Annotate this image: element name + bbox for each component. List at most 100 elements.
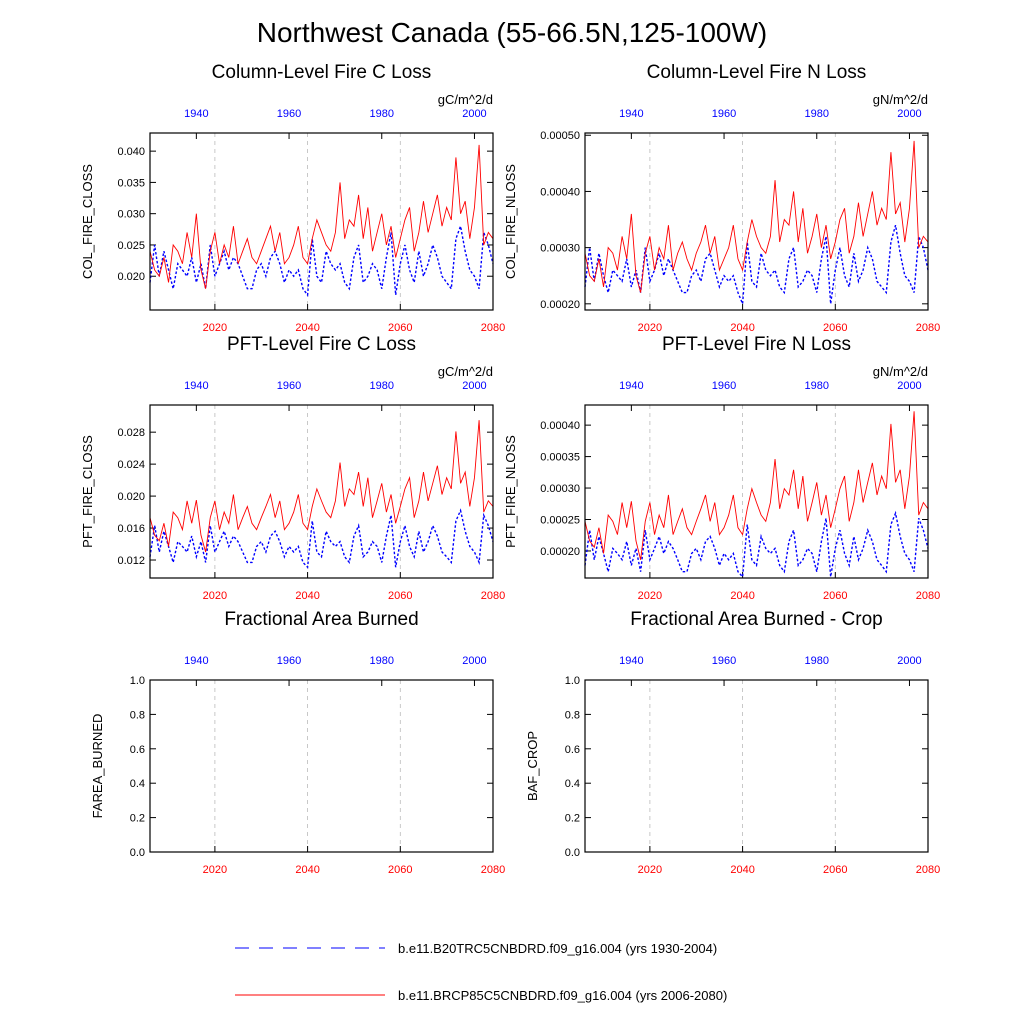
y-tick-label: 0.035 bbox=[117, 177, 145, 189]
units-label: gN/m^2/d bbox=[873, 364, 928, 379]
data-line bbox=[149, 223, 494, 297]
x-tick-label: 2020 bbox=[203, 590, 227, 602]
y-tick-label: 0.020 bbox=[117, 491, 145, 503]
y-tick-label: 0.025 bbox=[117, 240, 145, 252]
x2-tick-label: 1940 bbox=[184, 655, 208, 667]
x-tick-label: 2020 bbox=[203, 864, 227, 876]
x-tick-label: 2040 bbox=[730, 864, 754, 876]
y-axis-label: PFT_FIRE_CLOSS bbox=[80, 435, 95, 548]
x-tick-label: 2040 bbox=[295, 322, 319, 334]
panel-title: PFT-Level Fire N Loss bbox=[662, 334, 851, 355]
x-tick-label: 2020 bbox=[638, 590, 662, 602]
x-tick-label: 2080 bbox=[916, 590, 940, 602]
x-tick-label: 2040 bbox=[730, 590, 754, 602]
plot-frame bbox=[149, 132, 494, 311]
y-tick-label: 0.0 bbox=[130, 847, 145, 859]
y-tick-label: 0.0 bbox=[565, 847, 580, 859]
x2-tick-label: 2000 bbox=[462, 655, 486, 667]
y-tick-label: 0.00030 bbox=[540, 243, 580, 255]
plot-frame bbox=[149, 404, 494, 579]
y-tick-label: 0.00040 bbox=[540, 186, 580, 198]
plot-frame bbox=[584, 679, 929, 853]
y-tick-label: 0.00020 bbox=[540, 546, 580, 558]
y-axis-label: FAREA_BURNED bbox=[90, 714, 105, 819]
plot-frame bbox=[584, 132, 929, 311]
x2-tick-label: 1940 bbox=[619, 108, 643, 120]
x-tick-label: 2060 bbox=[388, 864, 412, 876]
units-label: gN/m^2/d bbox=[873, 92, 928, 107]
x2-tick-label: 2000 bbox=[462, 380, 486, 392]
x2-tick-label: 1980 bbox=[805, 108, 829, 120]
y-axis-label: COL_FIRE_CLOSS bbox=[80, 164, 95, 279]
y-tick-label: 0.030 bbox=[117, 209, 145, 221]
x2-tick-label: 2000 bbox=[897, 108, 921, 120]
x2-tick-label: 2000 bbox=[897, 655, 921, 667]
x2-tick-label: 1960 bbox=[277, 655, 301, 667]
legend-label: b.e11.BRCP85C5CNBDRD.f09_g16.004 (yrs 20… bbox=[398, 988, 727, 1003]
x2-tick-label: 1980 bbox=[805, 655, 829, 667]
y-tick-label: 0.020 bbox=[117, 271, 145, 283]
y-axis-label: PFT_FIRE_NLOSS bbox=[503, 435, 518, 548]
y-tick-label: 0.00020 bbox=[540, 299, 580, 311]
x-tick-label: 2020 bbox=[203, 322, 227, 334]
x-tick-label: 2040 bbox=[730, 322, 754, 334]
y-tick-label: 0.8 bbox=[565, 709, 580, 721]
x2-tick-label: 1940 bbox=[184, 380, 208, 392]
x-tick-label: 2020 bbox=[638, 864, 662, 876]
x-tick-label: 2060 bbox=[823, 864, 847, 876]
units-label: gC/m^2/d bbox=[438, 364, 493, 379]
y-tick-label: 0.00035 bbox=[540, 452, 580, 464]
x-tick-label: 2080 bbox=[916, 322, 940, 334]
data-line bbox=[584, 224, 929, 305]
x2-tick-label: 1940 bbox=[619, 380, 643, 392]
x-tick-label: 2040 bbox=[295, 864, 319, 876]
x-tick-label: 2060 bbox=[388, 590, 412, 602]
y-tick-label: 0.6 bbox=[130, 744, 145, 756]
panel-title: PFT-Level Fire C Loss bbox=[227, 334, 416, 355]
y-tick-label: 0.040 bbox=[117, 146, 145, 158]
data-line bbox=[149, 508, 494, 569]
x2-tick-label: 1980 bbox=[370, 655, 394, 667]
x2-tick-label: 1940 bbox=[184, 108, 208, 120]
figure-title: Northwest Canada (55-66.5N,125-100W) bbox=[257, 17, 767, 48]
y-tick-label: 1.0 bbox=[130, 675, 145, 687]
x-tick-label: 2080 bbox=[916, 864, 940, 876]
x2-tick-label: 2000 bbox=[897, 380, 921, 392]
y-tick-label: 0.00040 bbox=[540, 420, 580, 432]
y-tick-label: 0.00050 bbox=[540, 130, 580, 142]
x-tick-label: 2040 bbox=[295, 590, 319, 602]
data-line bbox=[584, 140, 929, 293]
x2-tick-label: 1980 bbox=[370, 380, 394, 392]
y-tick-label: 0.8 bbox=[130, 709, 145, 721]
x2-tick-label: 1960 bbox=[277, 380, 301, 392]
x2-tick-label: 1940 bbox=[619, 655, 643, 667]
y-tick-label: 0.028 bbox=[117, 427, 145, 439]
x-tick-label: 2060 bbox=[823, 590, 847, 602]
x2-tick-label: 1960 bbox=[277, 108, 301, 120]
x2-tick-label: 1960 bbox=[712, 108, 736, 120]
y-tick-label: 0.00030 bbox=[540, 483, 580, 495]
x-tick-label: 2020 bbox=[638, 322, 662, 334]
panel-title: Fractional Area Burned bbox=[224, 609, 418, 630]
data-line bbox=[149, 144, 494, 289]
plot-frame bbox=[149, 679, 494, 853]
x2-tick-label: 2000 bbox=[462, 108, 486, 120]
x-tick-label: 2080 bbox=[481, 864, 505, 876]
y-tick-label: 0.016 bbox=[117, 523, 145, 535]
data-line bbox=[149, 420, 494, 553]
y-tick-label: 0.2 bbox=[130, 813, 145, 825]
x2-tick-label: 1960 bbox=[712, 380, 736, 392]
x-tick-label: 2080 bbox=[481, 322, 505, 334]
units-label: gC/m^2/d bbox=[438, 92, 493, 107]
plot-frame bbox=[584, 404, 929, 579]
y-tick-label: 0.2 bbox=[565, 813, 580, 825]
y-tick-label: 0.6 bbox=[565, 744, 580, 756]
x-tick-label: 2080 bbox=[481, 590, 505, 602]
y-tick-label: 0.024 bbox=[117, 459, 145, 471]
data-line bbox=[584, 411, 929, 560]
legend-label: b.e11.B20TRC5CNBDRD.f09_g16.004 (yrs 193… bbox=[398, 941, 717, 956]
y-tick-label: 0.4 bbox=[130, 778, 145, 790]
panel-title: Fractional Area Burned - Crop bbox=[630, 609, 882, 630]
x-tick-label: 2060 bbox=[388, 322, 412, 334]
x-tick-label: 2060 bbox=[823, 322, 847, 334]
